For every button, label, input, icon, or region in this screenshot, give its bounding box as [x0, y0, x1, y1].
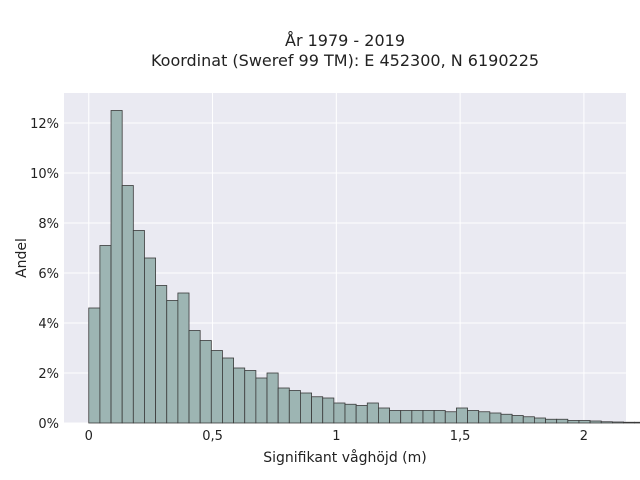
histogram-bar: [489, 412, 502, 424]
histogram-bar: [333, 402, 346, 424]
histogram-bar: [522, 416, 535, 424]
histogram-bar: [233, 367, 246, 424]
histogram-bar: [322, 397, 335, 424]
histogram-bar: [500, 413, 513, 424]
histogram-bar: [255, 377, 268, 424]
histogram-bar: [88, 307, 101, 424]
histogram-bar: [511, 415, 524, 424]
histogram-bar: [144, 257, 157, 424]
histogram-bar: [110, 110, 123, 424]
histogram-bar: [623, 421, 636, 424]
histogram-bar: [567, 420, 580, 424]
histogram-bar: [177, 292, 190, 424]
chart-subtitle: Koordinat (Sweref 99 TM): E 452300, N 61…: [151, 51, 539, 70]
histogram-bar: [355, 405, 368, 424]
x-tick-label: 2: [580, 429, 588, 444]
histogram-bar: [400, 410, 413, 424]
histogram-bar: [533, 417, 546, 424]
x-tick-label: 0: [85, 429, 93, 444]
histogram-bar: [99, 245, 112, 424]
histogram-bar: [300, 392, 312, 424]
histogram-bar: [199, 340, 212, 424]
histogram-bar: [311, 396, 324, 424]
histogram-bar: [277, 387, 290, 424]
histogram-bar: [244, 370, 257, 424]
chart-title: År 1979 - 2019: [285, 31, 405, 50]
histogram-bar: [121, 185, 134, 424]
histogram-bar: [456, 407, 468, 424]
histogram-bar: [222, 357, 234, 424]
histogram-bar: [589, 420, 602, 424]
histogram-bar: [467, 410, 480, 424]
histogram-bar: [634, 421, 640, 424]
histogram-bar: [188, 330, 201, 424]
x-tick-label: 1: [332, 429, 340, 444]
histogram-bar: [210, 350, 223, 424]
histogram-bar: [611, 421, 624, 424]
histogram-bar: [132, 230, 145, 424]
y-tick-label: 0%: [38, 417, 59, 432]
y-tick-label: 6%: [38, 267, 59, 282]
x-tick-label: 1,5: [450, 429, 471, 444]
histogram-bars: [88, 110, 640, 424]
histogram-bar: [344, 403, 357, 424]
histogram-bar: [444, 411, 457, 424]
histogram-bar: [378, 407, 390, 424]
histogram-bar: [478, 411, 491, 424]
histogram-bar: [266, 372, 279, 424]
histogram-bar: [288, 390, 301, 424]
histogram-bar: [433, 410, 446, 424]
histogram-bar: [545, 418, 558, 424]
x-axis-label: Signifikant våghöjd (m): [263, 449, 426, 466]
y-tick-label: 4%: [38, 317, 59, 332]
histogram-bar: [422, 410, 435, 424]
x-tick-label: 0,5: [202, 429, 223, 444]
histogram-bar: [155, 285, 168, 424]
histogram-bar: [578, 420, 591, 424]
histogram-bar: [166, 300, 179, 424]
y-tick-label: 12%: [30, 117, 59, 132]
histogram-bar: [411, 410, 424, 424]
y-tick-label: 10%: [30, 167, 59, 182]
histogram-bar: [366, 402, 379, 424]
y-tick-label: 2%: [38, 367, 59, 382]
y-axis-ticks: 0% 2% 4% 6% 8% 10% 12%: [30, 117, 59, 432]
histogram-bar: [389, 410, 402, 424]
histogram-bar: [556, 418, 569, 424]
y-axis-label: Andel: [14, 238, 30, 278]
y-tick-label: 8%: [38, 217, 59, 232]
histogram-bar: [600, 421, 613, 424]
x-axis-ticks: 0 0,5 1 1,5 2: [85, 429, 588, 444]
